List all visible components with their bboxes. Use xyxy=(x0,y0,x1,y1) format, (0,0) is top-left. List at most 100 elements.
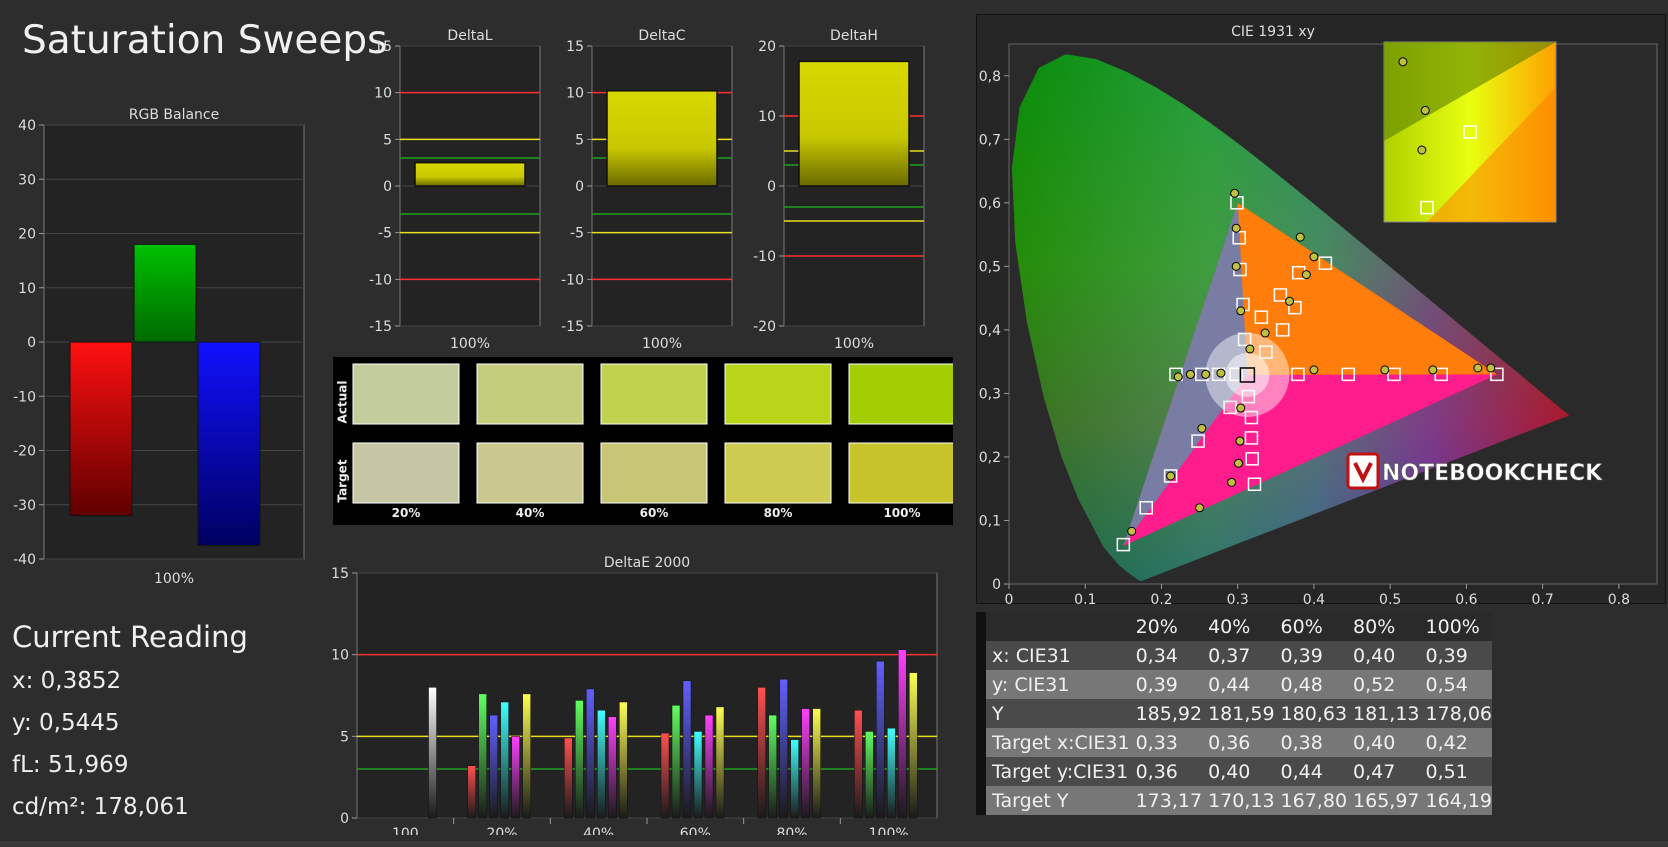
table-cell: 0,33 xyxy=(1129,728,1203,757)
delta-e-bar xyxy=(715,706,725,819)
delta-e-bar xyxy=(564,737,573,819)
target-marker xyxy=(1191,434,1205,448)
delta-e-bar xyxy=(790,739,799,819)
delta-e-bar xyxy=(876,660,885,819)
y-tick-label: 40 xyxy=(18,118,36,134)
chart-title: DeltaH xyxy=(830,28,878,44)
delta-e-bar xyxy=(660,732,670,819)
table-cell: 0,48 xyxy=(1274,670,1348,699)
x-tick-label: 100% xyxy=(642,336,682,352)
y-tick-label: 10 xyxy=(18,281,36,297)
delta-e-bar xyxy=(478,693,487,819)
table-row: Target y:CIE31 0,36 0,40 0,44 0,47 0,51 xyxy=(976,757,1492,786)
rgb-balance-chart: RGB Balance 40 30 20 10 0 -10 -20 -30 -40 100% xyxy=(13,107,305,587)
target-swatch xyxy=(724,442,832,504)
gamut-yellow-region xyxy=(1237,202,1497,375)
measured-point xyxy=(1127,526,1137,536)
zoom-inset-shade xyxy=(1384,42,1556,141)
measured-point xyxy=(1195,503,1205,513)
swatch-col-label: 100% xyxy=(883,506,920,520)
y-tick-label: 30 xyxy=(18,172,36,188)
delta-bar xyxy=(414,161,526,187)
x-tick-label: 0,1 xyxy=(1074,592,1096,604)
delta-e-bar xyxy=(619,701,628,819)
y-tick-label: 10 xyxy=(758,109,776,125)
table-col-header: 80% xyxy=(1347,612,1420,641)
delta-e-bar xyxy=(704,714,714,819)
swatch-col-label: 20% xyxy=(392,506,421,520)
y-tick-label: 20 xyxy=(18,227,36,243)
measured-point xyxy=(1197,423,1207,433)
x-tick-label: 100% xyxy=(869,826,909,835)
target-marker xyxy=(1237,332,1252,347)
target-marker xyxy=(1259,345,1273,359)
table-cell: 180,63 xyxy=(1274,699,1348,728)
measured-point xyxy=(1233,458,1243,468)
delta-e-bar xyxy=(887,727,896,819)
delta-e-bar xyxy=(467,765,476,819)
target-marker xyxy=(1463,125,1477,139)
target-marker xyxy=(1229,367,1243,382)
table-cell: 185,92 xyxy=(1129,699,1203,728)
measured-point xyxy=(1398,57,1408,67)
swatch-row-label: Target xyxy=(336,459,350,502)
y-tick-label: -30 xyxy=(13,498,36,514)
reading-x: x: 0,3852 xyxy=(12,668,122,694)
table-row: Target x:CIE31 0,33 0,36 0,38 0,40 0,42 xyxy=(976,728,1492,757)
y-tick-label: 0,2 xyxy=(979,450,1001,466)
x-tick-label: 100% xyxy=(154,571,194,587)
target-swatch xyxy=(848,442,953,504)
target-marker xyxy=(1341,367,1355,382)
cie-1931-chart: CIE 1931 xy 0 0,1 0,2 0,3 0,4 0,5 0,6 0,7 0,8 0 0,1… xyxy=(976,14,1666,604)
chart-title: DeltaE 2000 xyxy=(604,555,690,571)
table-cell: 0,39 xyxy=(1129,670,1203,699)
target-marker xyxy=(1139,501,1153,515)
target-marker xyxy=(1275,323,1290,337)
target-marker xyxy=(1273,288,1288,302)
measured-point xyxy=(1216,368,1226,378)
actual-swatch xyxy=(352,363,460,425)
x-tick-label: 0,8 xyxy=(1608,592,1630,604)
y-tick-label: 0 xyxy=(767,179,776,195)
y-tick-label: 0,5 xyxy=(979,259,1001,275)
y-tick-label: -10 xyxy=(561,272,584,288)
delta-e-bar xyxy=(768,714,777,819)
swatch-col-label: 80% xyxy=(764,506,793,520)
measured-point xyxy=(1295,232,1305,242)
delta-e-bar xyxy=(898,649,907,819)
delta-e-bar xyxy=(779,678,788,819)
y-tick-label: 0 xyxy=(340,811,349,827)
actual-swatch xyxy=(848,363,953,425)
measured-point xyxy=(1235,436,1245,446)
table-cell: 0,39 xyxy=(1419,641,1492,670)
table-cell: 170,13 xyxy=(1202,786,1275,815)
delta-bar xyxy=(798,60,910,187)
swatch-col-label: 40% xyxy=(516,506,545,520)
y-tick-label: 0,1 xyxy=(979,513,1001,529)
delta-e-bar xyxy=(428,687,437,819)
x-tick-label: 0,3 xyxy=(1227,592,1249,604)
table-row-label: y: CIE31 xyxy=(986,670,1130,699)
actual-swatch xyxy=(724,363,832,425)
y-tick-label: 0 xyxy=(27,335,36,351)
table-row: x: CIE31 0,34 0,37 0,39 0,40 0,39 xyxy=(976,641,1492,670)
measured-point xyxy=(1231,223,1241,233)
table-row-label: Y xyxy=(986,699,1130,728)
target-marker xyxy=(1223,400,1237,415)
measured-point xyxy=(1285,296,1295,306)
table-row-label: Target y:CIE31 xyxy=(986,757,1130,786)
table-cell: 0,38 xyxy=(1274,728,1348,757)
target-marker xyxy=(1241,389,1256,404)
x-tick-label: 100% xyxy=(834,336,874,352)
target-swatch xyxy=(352,442,460,504)
table-cell: 0,36 xyxy=(1129,757,1203,786)
table-cell: 0,52 xyxy=(1347,670,1420,699)
delta-e-bar xyxy=(682,680,692,819)
measured-point xyxy=(1260,328,1270,338)
y-tick-label: 0,3 xyxy=(979,386,1001,402)
reading-cdm2: cd/m²: 178,061 xyxy=(12,794,189,820)
actual-swatch xyxy=(476,363,584,425)
table-cell: 0,44 xyxy=(1274,757,1348,786)
y-tick-label: 10 xyxy=(331,648,349,664)
x-tick-label: 40% xyxy=(583,826,614,835)
